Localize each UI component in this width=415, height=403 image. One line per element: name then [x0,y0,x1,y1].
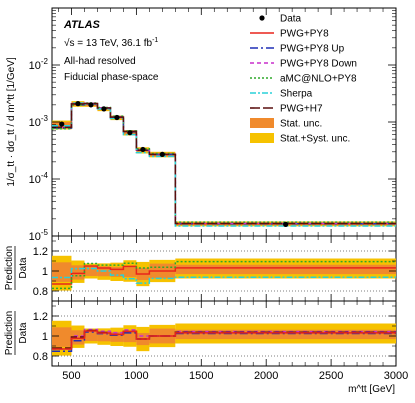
data-point [75,101,81,107]
ratio-2-ylabel: Prediction Data [4,311,29,355]
legend-marker-data [259,15,265,21]
legend-label: Data [280,14,302,25]
ratio-y-tick-label: 0.8 [33,351,48,363]
x-tick-label: 1000 [124,370,148,382]
phase-space-label: Fiducial phase-space [64,72,159,83]
ratio-stat-band-bin [175,329,396,340]
legend-label: Sherpa [280,89,313,100]
ratio-1-ylabel-den: Data [18,257,29,279]
legend-label: PWG+PY8 Down [280,59,357,70]
ratio-stat-band-bin [52,262,72,282]
data-point [140,146,146,153]
selection-label: All-had resolved [64,56,136,67]
data-point [101,106,107,112]
x-tick-label: 2000 [254,370,278,382]
ratio-stat-band-bin [71,265,85,280]
legend-label: PWG+PY8 [280,29,329,40]
data-point [159,151,165,158]
atlas-label: ATLAS [63,19,101,31]
ratio-stat-band-bin [123,266,137,278]
series-line-pwg-py8-up [52,103,396,225]
ratio-y-tick-label: 1 [42,266,48,278]
legend-box [250,133,274,143]
main-plot-layer [52,101,396,227]
ratio-panel-2-layer [52,315,396,357]
ratio-stat-band-bin [84,266,98,276]
ratio-panel-1-layer [52,250,396,292]
x-axis-label: m^tt [GeV] [348,384,395,395]
x-tick-label: 3000 [384,370,408,382]
series-line-amc-nlo-py8 [52,102,396,223]
y-tick-label: 10-3 [29,114,49,129]
legend-label: Stat.+Syst. unc. [280,134,350,145]
ratio-stat-band-bin [110,266,124,277]
y-tick-label: 10-4 [29,171,49,186]
ratio-stat-band-bin [175,264,396,275]
axes-layer: 500 1000 1500 2000 2500 3000 10-5 10-4 10-3 10-2 0… [29,8,408,382]
series-line-pwg-py8-down [52,102,396,225]
legend-label: PWG+H7 [280,104,323,115]
legend-label: aMC@NLO+PY8 [280,74,357,85]
ratio-stat-band-bin [123,331,137,343]
data-point [114,114,120,121]
data-point [283,221,289,227]
data-point [59,121,65,127]
series-line-pwg-h7 [52,102,396,225]
ratio-1-ylabel: Prediction Data [4,246,29,290]
series-line-sherpa [52,102,396,227]
ratio-stat-band-bin [110,331,124,342]
x-tick-label: 1500 [189,370,213,382]
energy-label: √s = 13 TeV, 36.1 fb-1 [64,37,158,49]
ratio-series-line-pwg-py8 [52,330,396,350]
legend-label: Stat. unc. [280,119,322,130]
legend: Data PWG+PY8 PWG+PY8 Up PWG+PY8 Down aMC@NLO… [250,14,357,145]
series-line-pwg-py8 [52,102,396,225]
ratio-y-tick-label: 1.2 [33,246,48,258]
ratio-y-tick-label: 1 [42,331,48,343]
ratio-1-ylabel-num: Prediction [4,246,15,290]
data-point [127,130,133,136]
data-point [88,102,94,108]
ratio-y-tick-label: 1.2 [33,311,48,323]
x-tick-label: 2500 [319,370,343,382]
ratio-stat-band-bin [97,331,111,342]
y-tick-label: 10-2 [29,57,49,72]
ratio-series-line-sherpa [52,267,396,284]
ratio-stat-band-bin [84,331,98,341]
legend-box [250,118,274,128]
ratio-2-ylabel-den: Data [18,322,29,344]
legend-label: PWG+PY8 Up [280,44,345,55]
ratio-stat-band-bin [52,327,72,347]
x-tick-label: 500 [62,370,80,382]
y-axis-label-main: 1/σ_tt · dσ_tt / d m^tt [1/GeV] [6,57,17,187]
y-tick-label: 10-5 [29,228,49,243]
ratio-y-tick-label: 0.8 [33,286,48,298]
ratio-series-line-pwg-py8 [52,265,396,285]
ratio-2-ylabel-num: Prediction [4,311,15,355]
